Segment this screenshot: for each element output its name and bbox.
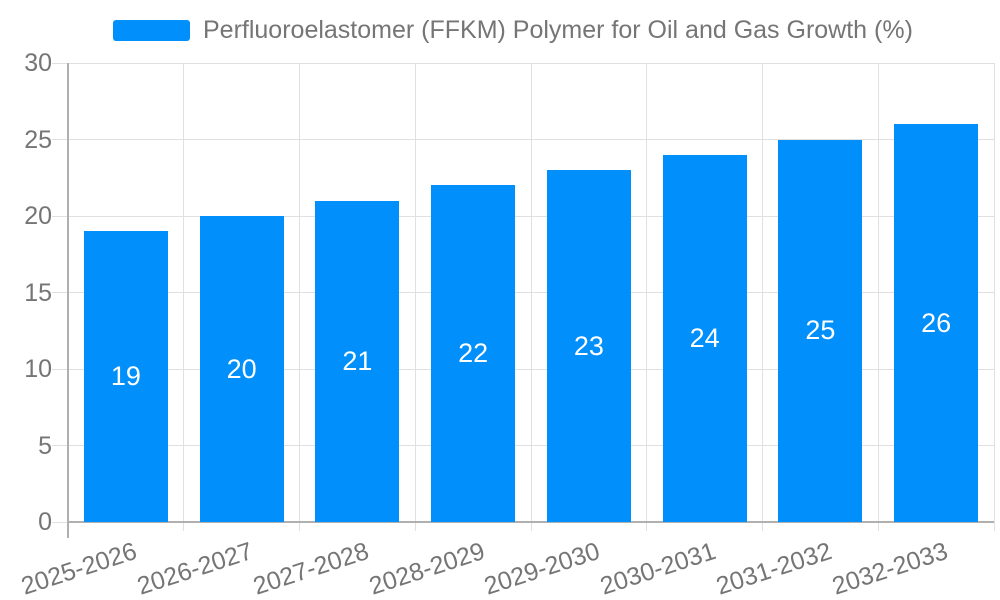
x-axis-label: 2026-2027 xyxy=(133,537,257,600)
x-axis-tick xyxy=(530,522,532,531)
x-axis-tick xyxy=(762,522,763,531)
bar[interactable]: 23 xyxy=(546,170,631,522)
legend-label: Perfluoroelastomer (FFKM) Polymer for Oi… xyxy=(203,16,913,44)
bar-value-label: 20 xyxy=(226,353,257,384)
bar[interactable]: 24 xyxy=(662,154,747,522)
gridline-vertical xyxy=(414,63,416,522)
bar[interactable]: 19 xyxy=(83,231,168,522)
gridline-vertical xyxy=(993,63,995,522)
x-axis-tick xyxy=(877,522,879,531)
x-axis-tick xyxy=(414,522,416,531)
x-axis-tick xyxy=(183,522,185,531)
x-axis-tick xyxy=(299,522,300,531)
y-axis-label: 30 xyxy=(24,49,52,77)
x-axis-label: 2032-2033 xyxy=(828,537,951,600)
y-axis-tick xyxy=(52,368,68,370)
gridline-vertical xyxy=(183,63,185,522)
bar-value-label: 24 xyxy=(689,322,720,353)
bar-value-label: 21 xyxy=(342,345,373,376)
gridline-vertical xyxy=(877,63,879,522)
x-axis-tick xyxy=(646,522,648,531)
bar[interactable]: 26 xyxy=(894,124,979,522)
bar-value-label: 25 xyxy=(805,315,836,346)
y-axis-label: 10 xyxy=(24,355,52,383)
y-axis-label: 0 xyxy=(38,508,52,536)
x-axis-line xyxy=(68,521,994,523)
bar-value-label: 22 xyxy=(458,338,489,369)
gridline-vertical xyxy=(762,63,763,522)
x-axis-label: 2031-2032 xyxy=(712,537,836,600)
x-axis-label: 2028-2029 xyxy=(365,537,488,600)
y-axis-label: 25 xyxy=(24,125,52,154)
bar-value-label: 23 xyxy=(573,330,604,361)
bar[interactable]: 20 xyxy=(199,216,284,522)
y-axis-tick xyxy=(52,215,68,217)
y-axis-line xyxy=(67,63,69,538)
x-axis-tick xyxy=(993,522,995,531)
bar-value-label: 19 xyxy=(110,361,141,392)
gridline-vertical xyxy=(646,63,648,522)
bar-value-label: 26 xyxy=(921,307,952,338)
y-axis-label: 15 xyxy=(24,278,52,307)
y-axis-label: 5 xyxy=(38,431,52,460)
x-axis-label: 2030-2031 xyxy=(596,537,720,600)
y-axis-tick xyxy=(52,62,68,64)
bar[interactable]: 22 xyxy=(431,185,516,522)
y-axis-tick xyxy=(52,292,68,293)
bar[interactable]: 21 xyxy=(315,200,400,522)
legend-swatch xyxy=(113,20,190,41)
x-axis-label: 2029-2030 xyxy=(481,537,604,600)
legend[interactable]: Perfluoroelastomer (FFKM) Polymer for Oi… xyxy=(113,16,913,45)
y-axis-tick xyxy=(52,139,68,140)
y-axis-tick xyxy=(52,445,68,446)
x-axis-label: 2025-2026 xyxy=(18,537,141,600)
gridline-vertical xyxy=(530,63,532,522)
y-axis-label: 20 xyxy=(24,202,52,230)
bar[interactable]: 25 xyxy=(778,139,863,522)
gridline-vertical xyxy=(299,63,300,522)
y-axis-tick xyxy=(52,521,68,523)
x-axis-label: 2027-2028 xyxy=(249,537,373,600)
